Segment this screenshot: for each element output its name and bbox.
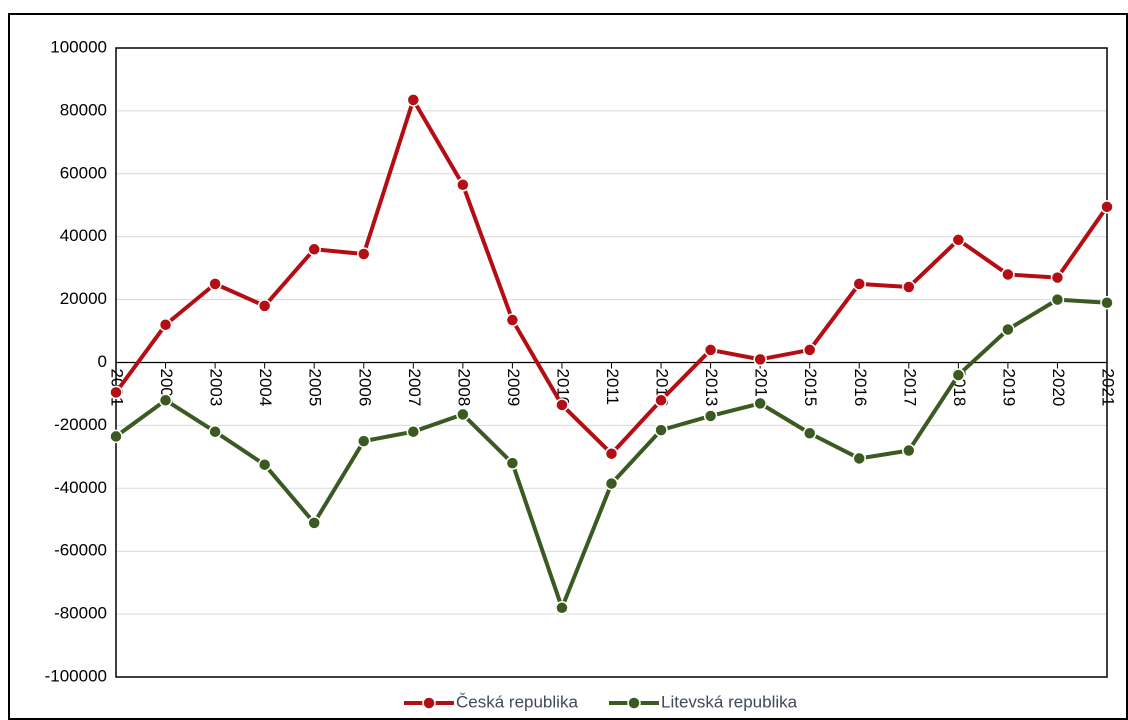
y-tick-label: -100000 — [45, 666, 107, 685]
data-point — [654, 393, 668, 407]
data-point — [802, 343, 817, 357]
y-tick-label: -60000 — [54, 541, 107, 560]
data-point — [456, 178, 470, 192]
data-point — [1001, 322, 1015, 337]
data-point — [1050, 270, 1065, 285]
data-point — [158, 318, 173, 332]
x-tick-label: 2009 — [504, 369, 523, 407]
legend-label: Litevská republika — [661, 692, 798, 711]
data-point — [951, 233, 966, 247]
data-point — [456, 407, 470, 422]
data-point — [753, 396, 767, 411]
x-tick-label: 2020 — [1049, 369, 1068, 407]
data-point — [604, 476, 619, 491]
data-point — [555, 601, 569, 615]
x-tick-label: 2008 — [454, 369, 473, 407]
data-point — [1001, 267, 1015, 282]
data-point — [604, 446, 619, 461]
y-tick-label: 0 — [98, 352, 107, 371]
data-point — [109, 385, 123, 400]
legend-marker — [422, 696, 436, 710]
y-tick-label: 100000 — [50, 37, 107, 56]
data-point — [158, 393, 173, 407]
x-tick-label: 2015 — [801, 369, 820, 407]
legend-label: Česká republika — [456, 692, 578, 711]
y-tick-label: 40000 — [60, 226, 107, 245]
x-tick-label: 2021 — [1099, 369, 1118, 407]
x-tick-label: 2014 — [752, 369, 771, 407]
data-point — [902, 443, 916, 458]
x-tick-label: 2004 — [256, 369, 275, 407]
data-point — [753, 352, 767, 367]
x-tick-label: 2006 — [355, 369, 374, 407]
data-point — [703, 343, 718, 357]
x-tick-label: 2003 — [207, 369, 226, 407]
data-point — [307, 242, 321, 257]
legend-marker — [627, 696, 641, 710]
data-point — [703, 409, 718, 423]
chart-frame — [8, 13, 1128, 720]
y-tick-label: -20000 — [54, 415, 107, 434]
y-tick-label: 60000 — [60, 163, 107, 182]
y-tick-label: 20000 — [60, 289, 107, 308]
y-tick-label: -80000 — [54, 604, 107, 623]
data-point — [357, 247, 371, 261]
data-point — [852, 451, 866, 466]
data-point — [357, 434, 371, 448]
data-point — [1100, 295, 1114, 310]
data-point — [555, 398, 569, 412]
x-tick-label: 2007 — [405, 369, 424, 407]
data-point — [208, 424, 222, 439]
data-point — [1050, 292, 1065, 307]
x-tick-label: 2017 — [900, 369, 919, 407]
y-tick-label: -40000 — [54, 478, 107, 497]
data-point — [852, 277, 866, 291]
data-point — [257, 457, 272, 472]
x-tick-label: 2016 — [851, 369, 870, 407]
data-point — [505, 313, 520, 327]
x-tick-label: 2011 — [603, 369, 622, 406]
y-tick-label: 80000 — [60, 100, 107, 119]
data-point — [257, 299, 272, 313]
data-point — [802, 426, 817, 441]
data-point — [406, 93, 421, 107]
x-tick-label: 2005 — [306, 369, 325, 407]
data-point — [307, 516, 321, 530]
x-tick-label: 2013 — [702, 369, 721, 407]
x-tick-label: 2019 — [999, 369, 1018, 407]
plot — [109, 93, 1114, 615]
data-point — [654, 423, 668, 437]
data-point — [902, 280, 916, 294]
data-point — [406, 424, 421, 439]
data-point — [109, 429, 123, 444]
data-point — [208, 277, 222, 291]
data-point — [1100, 200, 1114, 214]
data-point — [951, 368, 966, 382]
data-point — [505, 456, 520, 470]
